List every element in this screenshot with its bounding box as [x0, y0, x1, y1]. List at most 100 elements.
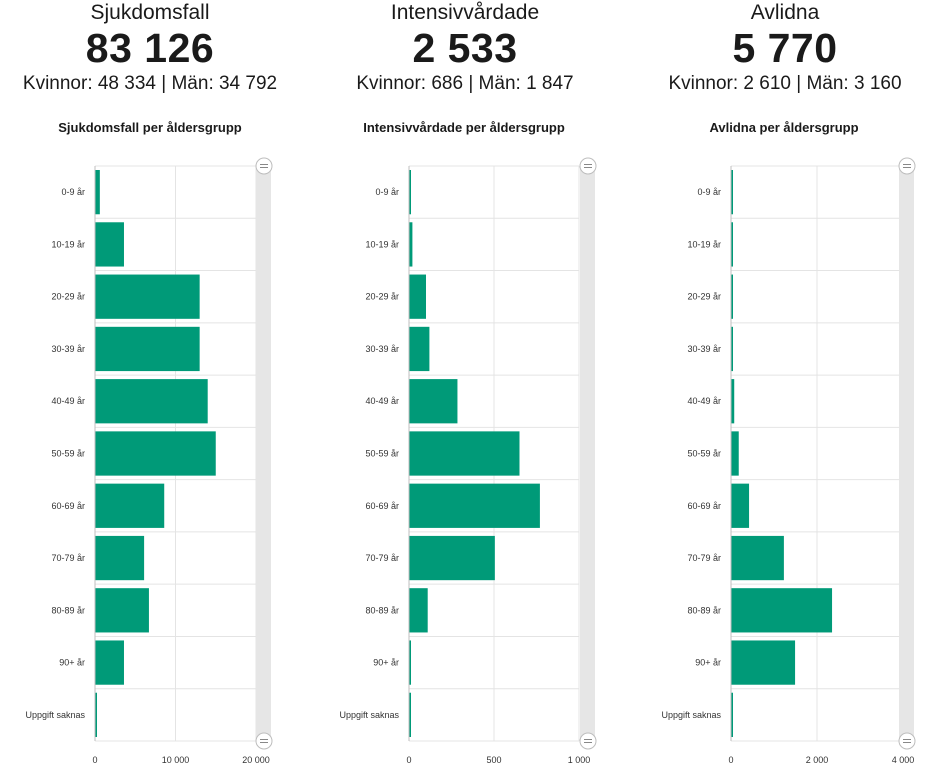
stat-value: 2 533: [412, 25, 518, 71]
chart-title-deaths: Avlidna per åldersgrupp: [709, 120, 859, 135]
bar[interactable]: [731, 170, 733, 215]
category-label: 30-39 år: [365, 344, 399, 354]
category-label: 10-19 år: [687, 239, 721, 249]
bar[interactable]: [731, 274, 733, 319]
category-label: 90+ år: [59, 658, 85, 668]
scrollbar-track[interactable]: [256, 166, 271, 741]
category-label: Uppgift saknas: [25, 710, 85, 720]
category-label: Uppgift saknas: [661, 710, 721, 720]
bar[interactable]: [731, 640, 796, 685]
scrollbar-handle-bottom[interactable]: [579, 732, 597, 750]
tick-label: 0: [406, 755, 411, 765]
category-label: 0-9 år: [375, 187, 399, 197]
category-label: 70-79 år: [51, 553, 85, 563]
category-label: 40-49 år: [687, 396, 721, 406]
bar[interactable]: [731, 692, 733, 737]
stat-label: Avlidna: [750, 1, 820, 24]
category-label: 90+ år: [373, 658, 399, 668]
category-label: 50-59 år: [51, 449, 85, 459]
bar[interactable]: [409, 535, 495, 581]
category-label: 80-89 år: [365, 605, 399, 615]
bar[interactable]: [95, 483, 165, 528]
bar[interactable]: [409, 379, 458, 424]
category-label: 10-19 år: [51, 239, 85, 249]
stat-gender-breakdown: Kvinnor: 686 | Män: 1 847: [356, 73, 574, 94]
category-label: 20-29 år: [365, 292, 399, 302]
category-label: 0-9 år: [61, 187, 85, 197]
bar[interactable]: [731, 588, 833, 633]
bar[interactable]: [95, 535, 145, 581]
tick-label: 2 000: [806, 755, 829, 765]
stat-intensive-care: Intensivvårdade 2 533 Kvinnor: 686 | Män…: [315, 0, 615, 96]
stat-value: 83 126: [85, 25, 215, 71]
scrollbar-handle-bottom[interactable]: [898, 732, 916, 750]
stat-cases: Sjukdomsfall 83 126 Kvinnor: 48 334 | Mä…: [0, 0, 300, 96]
tick-label: 0: [728, 755, 733, 765]
bar[interactable]: [731, 535, 784, 581]
category-label: 0-9 år: [697, 187, 721, 197]
scrollbar-track[interactable]: [580, 166, 595, 741]
scrollbar-handle-top[interactable]: [255, 157, 273, 175]
bar[interactable]: [409, 274, 426, 319]
scrollbar-handle-bottom[interactable]: [255, 732, 273, 750]
category-label: 60-69 år: [51, 501, 85, 511]
chart-title-cases: Sjukdomsfall per åldersgrupp: [58, 120, 242, 135]
category-label: 60-69 år: [687, 501, 721, 511]
scrollbar-track[interactable]: [899, 166, 914, 741]
tick-label: 10 000: [162, 755, 190, 765]
bar[interactable]: [95, 170, 100, 215]
category-label: 80-89 år: [687, 605, 721, 615]
bar[interactable]: [409, 326, 430, 372]
bar[interactable]: [409, 170, 411, 215]
chart-title-intensive-care: Intensivvårdade per åldersgrupp: [363, 120, 565, 135]
category-label: 70-79 år: [365, 553, 399, 563]
category-label: 80-89 år: [51, 605, 85, 615]
bar[interactable]: [409, 431, 520, 476]
stat-label: Sjukdomsfall: [90, 1, 210, 24]
category-label: 40-49 år: [365, 396, 399, 406]
tick-label: 20 000: [242, 755, 270, 765]
bar[interactable]: [95, 222, 124, 267]
category-label: 60-69 år: [365, 501, 399, 511]
scrollbar-handle-top[interactable]: [898, 157, 916, 175]
stat-value: 5 770: [732, 25, 838, 71]
bar[interactable]: [95, 431, 216, 476]
category-label: 20-29 år: [51, 292, 85, 302]
tick-label: 0: [92, 755, 97, 765]
bar[interactable]: [409, 222, 413, 267]
bar[interactable]: [95, 274, 200, 319]
bar[interactable]: [409, 640, 411, 685]
bar[interactable]: [95, 692, 97, 737]
tick-label: 1 000: [568, 755, 591, 765]
tick-label: 4 000: [892, 755, 915, 765]
stat-deaths: Avlidna 5 770 Kvinnor: 2 610 | Män: 3 16…: [635, 0, 931, 96]
category-label: 30-39 år: [687, 344, 721, 354]
category-label: 30-39 år: [51, 344, 85, 354]
tick-label: 500: [486, 755, 501, 765]
category-label: 50-59 år: [687, 449, 721, 459]
stat-label: Intensivvårdade: [390, 1, 540, 24]
bar[interactable]: [95, 326, 200, 372]
category-label: 40-49 år: [51, 396, 85, 406]
category-label: Uppgift saknas: [339, 710, 399, 720]
category-label: 10-19 år: [365, 239, 399, 249]
bar[interactable]: [95, 640, 124, 685]
bar[interactable]: [409, 483, 540, 528]
category-label: 70-79 år: [687, 553, 721, 563]
bar[interactable]: [731, 431, 739, 476]
bar[interactable]: [409, 692, 411, 737]
bar[interactable]: [95, 379, 208, 424]
bar[interactable]: [409, 588, 428, 633]
bar[interactable]: [731, 379, 735, 424]
category-label: 90+ år: [695, 658, 721, 668]
bar[interactable]: [731, 222, 733, 267]
stat-gender-breakdown: Kvinnor: 2 610 | Män: 3 160: [668, 73, 902, 94]
bar[interactable]: [731, 483, 750, 528]
category-label: 20-29 år: [687, 292, 721, 302]
bar[interactable]: [731, 326, 733, 372]
bar[interactable]: [95, 588, 149, 633]
category-label: 50-59 år: [365, 449, 399, 459]
stat-gender-breakdown: Kvinnor: 48 334 | Män: 34 792: [22, 73, 278, 94]
scrollbar-handle-top[interactable]: [579, 157, 597, 175]
